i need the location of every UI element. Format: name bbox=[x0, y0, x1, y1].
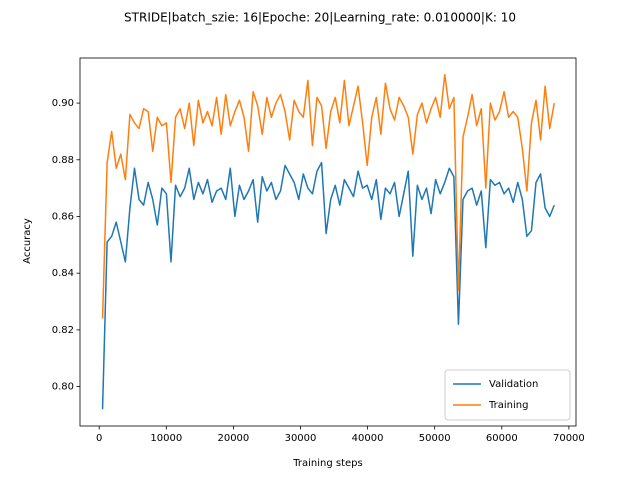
chart-title: STRIDE|batch_szie: 16|Epoche: 20|Learnin… bbox=[124, 11, 516, 25]
y-tick-label: 0.82 bbox=[52, 325, 74, 336]
line-series bbox=[101, 161, 555, 410]
x-axis-label: Training steps bbox=[292, 458, 362, 469]
y-axis-label: Accuracy bbox=[22, 218, 33, 264]
x-tick-label: 70000 bbox=[553, 433, 585, 444]
line-series bbox=[101, 73, 555, 319]
plot-frame bbox=[79, 57, 577, 427]
x-tick-label: 10000 bbox=[150, 433, 182, 444]
legend-label: Validation bbox=[489, 379, 538, 390]
x-tick-label: 30000 bbox=[285, 433, 317, 444]
x-tick-label: 50000 bbox=[419, 433, 451, 444]
legend-label: Training bbox=[488, 400, 528, 411]
y-tick-label: 0.86 bbox=[52, 211, 74, 222]
y-tick-label: 0.80 bbox=[52, 382, 74, 393]
y-tick-label: 0.90 bbox=[52, 98, 74, 109]
x-tick-label: 60000 bbox=[486, 433, 518, 444]
x-tick-label: 40000 bbox=[352, 433, 384, 444]
x-tick-label: 20000 bbox=[217, 433, 249, 444]
x-tick-label: 0 bbox=[96, 433, 102, 444]
y-tick-label: 0.84 bbox=[52, 268, 74, 279]
y-tick-label: 0.88 bbox=[52, 155, 74, 166]
legend-box bbox=[444, 369, 571, 421]
